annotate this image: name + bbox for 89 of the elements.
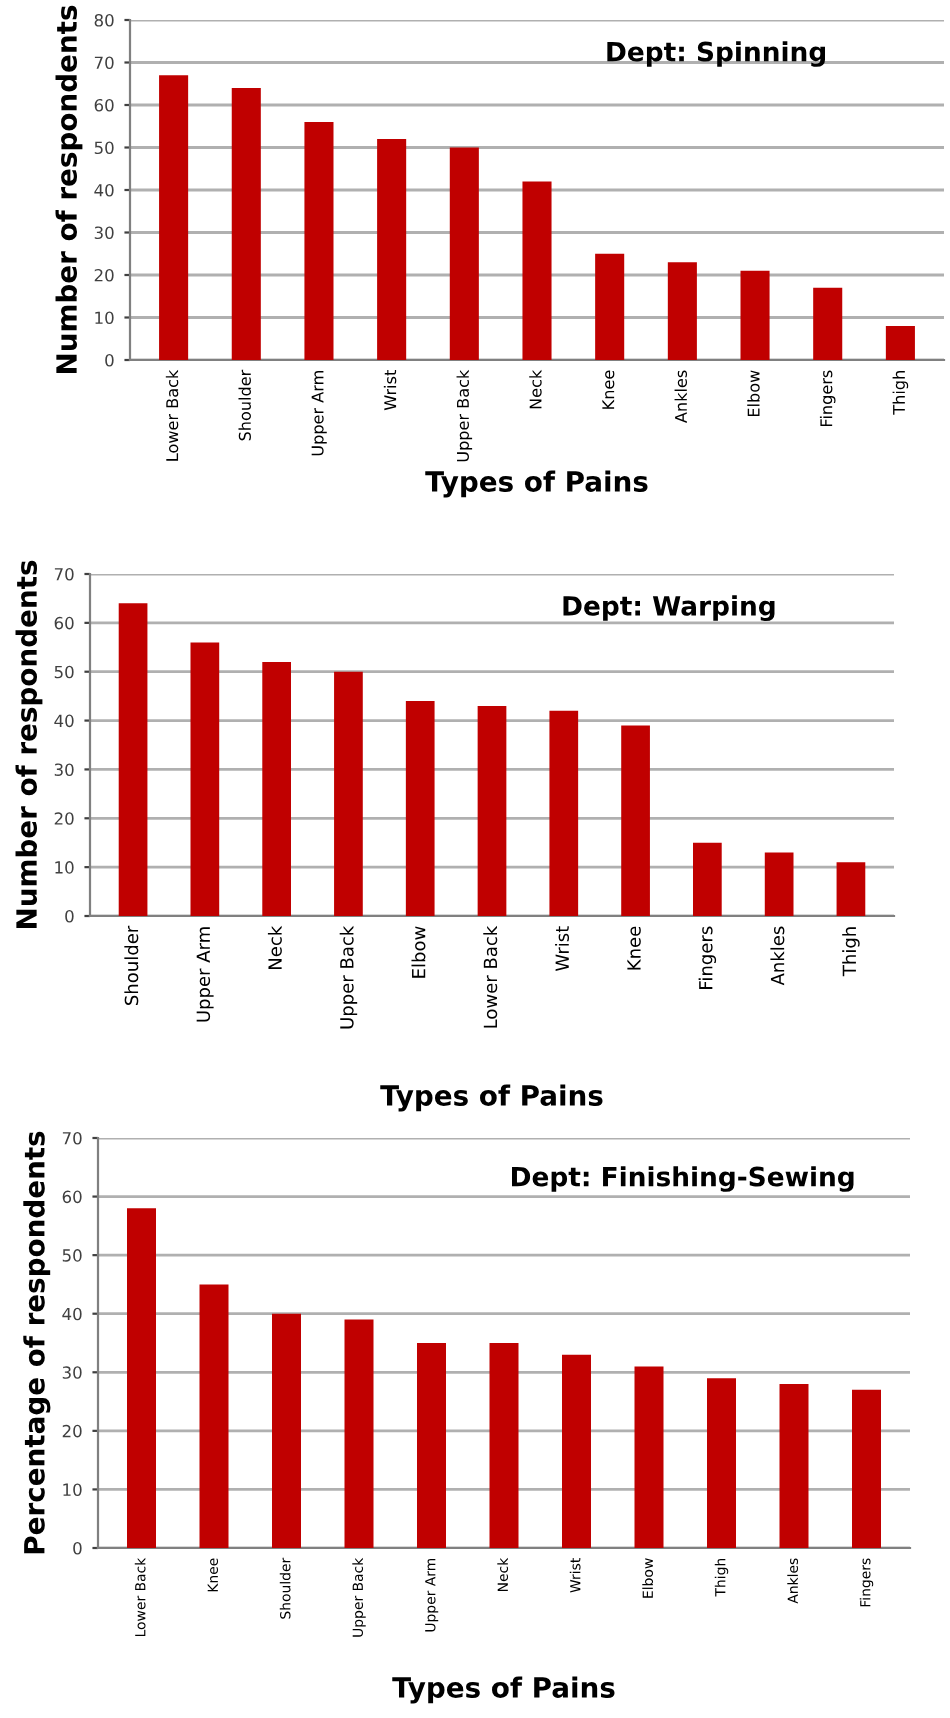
y-tick-label: 20 <box>54 812 74 825</box>
x-tick-label: Ankles <box>770 926 785 986</box>
y-tick-label: 0 <box>65 909 74 923</box>
bar <box>740 270 770 360</box>
y-tick-label: 70 <box>94 56 114 70</box>
bar <box>344 1319 374 1548</box>
y-tick-label: 20 <box>62 1424 82 1438</box>
bar <box>417 1343 446 1548</box>
bar <box>199 1284 229 1548</box>
bar <box>127 1208 156 1548</box>
bar <box>667 262 697 360</box>
y-tick-label: 10 <box>63 1483 82 1496</box>
x-tick-label: Shoulder <box>124 925 139 1005</box>
x-tick-label: Ankles <box>674 370 688 423</box>
text: Dept: Finishing-Sewing <box>512 1166 854 1192</box>
x-tick-label: Upper Back <box>339 925 358 1029</box>
x-tick-label: Fingers <box>698 926 717 989</box>
bar <box>449 147 479 360</box>
text: Dept: Warping <box>563 595 775 622</box>
bar <box>477 705 507 916</box>
bar <box>836 862 866 916</box>
y-axis-title: Percentage of respondents <box>23 1131 51 1554</box>
bar <box>562 1354 591 1548</box>
bar <box>262 661 291 916</box>
x-tick-label: Lower Back <box>165 369 179 461</box>
bar <box>693 842 722 916</box>
y-tick-label: 20 <box>94 268 114 282</box>
y-axis-title: Number of respondents <box>15 560 43 928</box>
bar <box>764 852 794 916</box>
bar <box>779 1384 809 1548</box>
bar <box>621 725 650 916</box>
x-tick-label: Lower Back <box>483 925 498 1028</box>
text: Dept: Spinning <box>607 41 826 67</box>
bar <box>885 326 915 360</box>
y-tick-label: 30 <box>54 763 74 776</box>
x-tick-label: Neck <box>529 369 542 409</box>
y-tick-label: 40 <box>54 714 74 728</box>
y-tick-label: 0 <box>73 1541 82 1555</box>
y-tick-label: 10 <box>55 861 74 874</box>
y-tick-label: 50 <box>54 665 74 679</box>
x-tick-label: Elbow <box>411 926 426 978</box>
x-tick-label: Wrist <box>383 370 397 411</box>
bar <box>595 253 625 360</box>
x-tick-label: Knee <box>602 370 615 409</box>
bar <box>334 671 363 916</box>
x-tick-label: Neck <box>267 925 282 969</box>
x-axis-title: Types of Pains <box>392 1676 615 1704</box>
bar <box>549 710 579 916</box>
y-tick-label: 40 <box>62 1307 82 1321</box>
y-tick-label: 60 <box>54 616 74 630</box>
bar <box>118 603 148 916</box>
bar <box>707 1378 736 1548</box>
y-tick-label: 80 <box>94 13 114 27</box>
bar <box>489 1343 519 1548</box>
bar <box>634 1366 664 1548</box>
y-tick-label: 30 <box>94 226 114 240</box>
y-tick-label: 50 <box>62 1249 82 1262</box>
bar <box>405 701 435 916</box>
x-tick-label: Elbow <box>747 370 760 417</box>
y-tick-label: 0 <box>105 353 114 367</box>
bar <box>377 139 407 360</box>
y-tick-label: 10 <box>95 311 114 325</box>
y-tick-label: 40 <box>94 183 114 197</box>
x-tick-label: Shoulder <box>238 369 251 441</box>
y-tick-label: 60 <box>62 1190 82 1204</box>
bar <box>522 181 552 360</box>
x-tick-label: Thigh <box>842 927 860 977</box>
y-axis-title: Number of respondents <box>55 5 83 373</box>
x-axis-title: Types of Pains <box>425 470 648 498</box>
y-tick-label: 50 <box>94 141 114 155</box>
y-tick-label: 60 <box>94 98 114 112</box>
x-tick-label: Wrist <box>555 926 570 972</box>
x-tick-label: Upper Arm <box>311 371 327 456</box>
x-tick-label: Upper Back <box>456 369 473 462</box>
bar <box>231 88 261 360</box>
bar <box>159 75 189 360</box>
x-tick-label: Upper Arm <box>196 927 214 1022</box>
bar <box>272 1313 301 1548</box>
x-tick-label: Knee <box>627 926 641 970</box>
bar <box>304 122 334 360</box>
y-tick-label: 30 <box>62 1366 82 1379</box>
bar <box>813 287 843 360</box>
x-axis-title: Types of Pains <box>380 1084 603 1112</box>
x-tick-label: Thigh <box>892 371 909 415</box>
y-tick-label: 70 <box>54 567 74 581</box>
bar <box>190 642 220 916</box>
x-tick-label: Fingers <box>819 370 836 427</box>
bar <box>852 1389 881 1548</box>
y-tick-label: 70 <box>62 1131 82 1145</box>
